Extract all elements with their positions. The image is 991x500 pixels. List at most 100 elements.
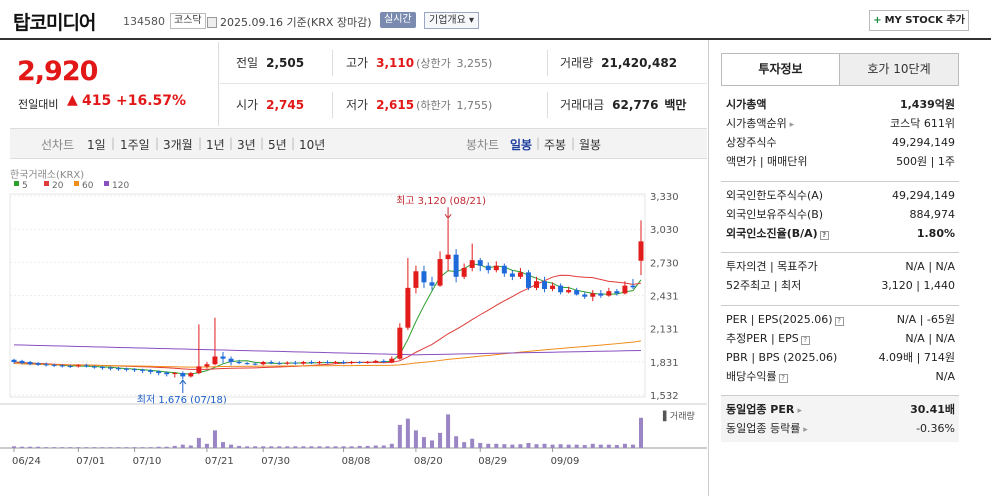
help-icon[interactable]: ? (819, 231, 829, 240)
legend-label: 120 (112, 181, 129, 191)
period-3y[interactable]: 3년 (237, 138, 256, 152)
trade-amount: 거래대금 62,776 백만 (560, 96, 686, 113)
rows1-row: 상장주식수 49,294,149 (721, 133, 959, 152)
candle-body (316, 362, 322, 364)
low-note: 최저 1,676 (07/18) (137, 394, 227, 406)
candle-body (341, 362, 347, 364)
row-label: 동일업종 등락률 ▸ (726, 422, 808, 435)
volume-bar (108, 447, 113, 448)
high-note: 최고 3,120 (08/21) (396, 195, 486, 207)
divider (332, 50, 333, 76)
candle-body (525, 272, 531, 288)
overview-dropdown[interactable]: 기업개요 ▾ (424, 12, 480, 29)
divider: | (155, 136, 160, 150)
volume-bar (28, 446, 33, 448)
period-1y[interactable]: 1년 (206, 138, 225, 152)
candle-body (204, 364, 210, 367)
help-icon[interactable]: ? (800, 336, 810, 345)
row-label: PBR | BPS (2025.06) (726, 351, 838, 364)
candle-body (99, 366, 105, 369)
candle-chart-label[interactable]: 봉차트 (466, 138, 500, 152)
volume-bar (389, 443, 394, 448)
candle-body (83, 365, 89, 367)
volume-bar (140, 447, 145, 448)
volume-bar (301, 446, 306, 448)
period-bar: 선차트 1일 | 1주일 | 3개월 | 1년 | 3년 | 5년 | 10년 … (10, 128, 707, 159)
volume-bar (518, 444, 523, 448)
period-5y[interactable]: 5년 (268, 138, 287, 152)
rows3-row: 52주최고 | 최저 3,120 | 1,440 (721, 276, 959, 295)
volume-bar (510, 444, 515, 448)
realtime-button[interactable]: 실시간 (380, 12, 416, 28)
candle-body (188, 373, 194, 377)
period-1w[interactable]: 1주일 (120, 138, 150, 152)
candle-body (124, 368, 130, 370)
candle-body (276, 363, 282, 365)
rows5-row: 동일업종 PER ▸ 30.41배 (721, 400, 959, 419)
row-label: 시가총액순위 ▸ (726, 117, 795, 130)
volume-bar (558, 444, 563, 448)
candle-body (373, 360, 379, 363)
candle-monthly[interactable]: 월봉 (579, 138, 602, 152)
period-3m[interactable]: 3개월 (163, 138, 193, 152)
rows4-row: 추정PER | EPS? N/A | N/A (721, 329, 959, 348)
volume-bar (486, 443, 491, 448)
volume-bar (164, 446, 169, 448)
volume-bar (413, 430, 418, 448)
row-label: 상장주식수 (726, 136, 777, 149)
low-price: 저가 2,615 (하한가 1,755) (346, 96, 492, 113)
volume-bar (341, 446, 346, 448)
row-label: 추정PER | EPS? (726, 329, 810, 348)
date-text: 2025.09.16 (220, 16, 283, 29)
rows4-row: PER | EPS(2025.06)? N/A | -65원 (721, 310, 959, 329)
row-value: 500원 | 1주 (896, 155, 955, 168)
low-value: 2,615 (376, 98, 415, 112)
high-price: 고가 3,110 (상한가 3,255) (346, 54, 492, 71)
volume-bar (614, 445, 619, 448)
volume-bar (494, 443, 499, 448)
volume-bar (333, 446, 338, 448)
help-icon[interactable]: ? (834, 317, 844, 326)
row-label: 외국인한도주식수(A) (726, 189, 824, 202)
period-10y[interactable]: 10년 (299, 138, 326, 152)
volume-bar (84, 447, 89, 448)
candle-body (308, 362, 314, 364)
candle-body (461, 267, 467, 277)
divider: | (111, 136, 116, 150)
caret-right-icon[interactable]: ▸ (794, 406, 803, 416)
foreign-section: 외국인한도주식수(A) 49,294,149 외국인보유주식수(B) 884,974 외… (721, 181, 959, 243)
moving-averages (13, 263, 642, 375)
candle-body (598, 293, 604, 296)
tab-orderbook[interactable]: 호가 10단계 (840, 54, 958, 85)
volume-bar (124, 447, 129, 448)
volume-bar (574, 444, 579, 448)
low-label: 저가 (346, 98, 369, 112)
candle-body (156, 371, 162, 374)
change-label: 전일대비 (18, 98, 59, 111)
candle-body (582, 294, 588, 297)
candle-body (485, 265, 491, 271)
volume-bar (349, 446, 354, 448)
mystock-button[interactable]: + MY STOCK 추가 (869, 10, 969, 31)
candle-body (606, 291, 612, 296)
rows3-row: 투자의견 | 목표주가 N/A | N/A (721, 257, 959, 276)
candle-weekly[interactable]: 주봉 (544, 138, 567, 152)
row-label: 동일업종 PER ▸ (726, 403, 803, 416)
period-1d[interactable]: 1일 (87, 138, 106, 152)
candle-daily[interactable]: 일봉 (510, 138, 533, 152)
divider: | (260, 136, 265, 150)
help-icon[interactable]: ? (778, 374, 788, 383)
candle-body (469, 260, 475, 268)
chart-axes: 06/24 07/01 07/10 07/21 07/30 08/08 08/20 08/29… (12, 448, 579, 467)
caret-right-icon[interactable]: ▸ (800, 425, 808, 435)
ma-line-5 (13, 263, 642, 375)
volume-bar (229, 444, 234, 448)
candle-body (292, 362, 298, 364)
caret-right-icon[interactable]: ▸ (786, 120, 795, 130)
open-value: 2,745 (266, 98, 305, 112)
line-chart-label[interactable]: 선차트 (41, 138, 75, 152)
chevron-down-icon: ▾ (469, 15, 475, 26)
tab-invest-info[interactable]: 투자정보 (722, 54, 840, 85)
volume-bar (269, 446, 274, 448)
low-arrowhead-icon (179, 379, 187, 385)
